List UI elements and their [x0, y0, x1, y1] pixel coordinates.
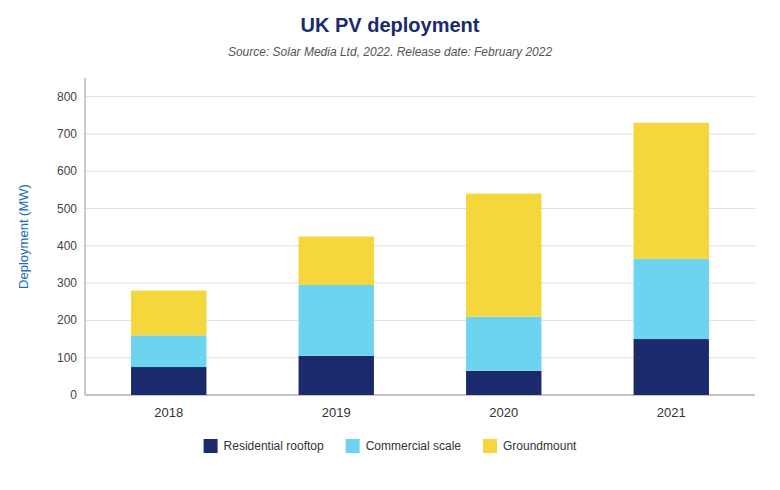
- bar-segment: [466, 317, 541, 371]
- legend-swatch: [204, 439, 218, 453]
- legend-entry: Groundmount: [503, 439, 577, 453]
- y-tick-label: 700: [57, 127, 77, 141]
- y-tick-label: 500: [57, 202, 77, 216]
- grid: [85, 97, 755, 395]
- bar-segment: [634, 259, 709, 339]
- bar-segment: [466, 371, 541, 395]
- grid-line: [85, 96, 755, 97]
- legend-entry: Commercial scale: [366, 439, 462, 453]
- y-axis-label: Deployment (MW): [16, 184, 31, 289]
- legend-entry: Residential rooftop: [224, 439, 324, 453]
- y-tick-label: 300: [57, 276, 77, 290]
- legend: Residential rooftop Commercial scale Groun…: [204, 439, 577, 453]
- legend-swatch: [483, 439, 497, 453]
- bar-segment: [299, 356, 374, 395]
- y-tick-label: 800: [57, 90, 77, 104]
- y-tick-label: 0: [70, 388, 77, 402]
- x-tick-label: 2020: [489, 405, 518, 420]
- bar-segment: [131, 291, 206, 336]
- y-tick-label: 200: [57, 313, 77, 327]
- y-tick-label: 400: [57, 239, 77, 253]
- x-tick-label: 2018: [154, 405, 183, 420]
- y-tick-label: 600: [57, 164, 77, 178]
- x-tick-label: 2019: [322, 405, 351, 420]
- bar-segment: [299, 237, 374, 285]
- x-tick-label: 2021: [657, 405, 686, 420]
- subtitle: Source: Solar Media Ltd, 2022. Release d…: [228, 45, 553, 59]
- chart: UK PV deployment Source: Solar Media Ltd,…: [0, 0, 780, 490]
- bars: [131, 123, 709, 395]
- bar-segment: [634, 339, 709, 395]
- bar-segment: [131, 367, 206, 395]
- legend-swatch: [346, 439, 360, 453]
- y-axis-line: [85, 78, 86, 395]
- bar-segment: [131, 335, 206, 367]
- title: UK PV deployment: [301, 14, 480, 36]
- bar-segment: [634, 123, 709, 259]
- y-tick-label: 100: [57, 351, 77, 365]
- bar-segment: [299, 285, 374, 356]
- bar-segment: [466, 194, 541, 317]
